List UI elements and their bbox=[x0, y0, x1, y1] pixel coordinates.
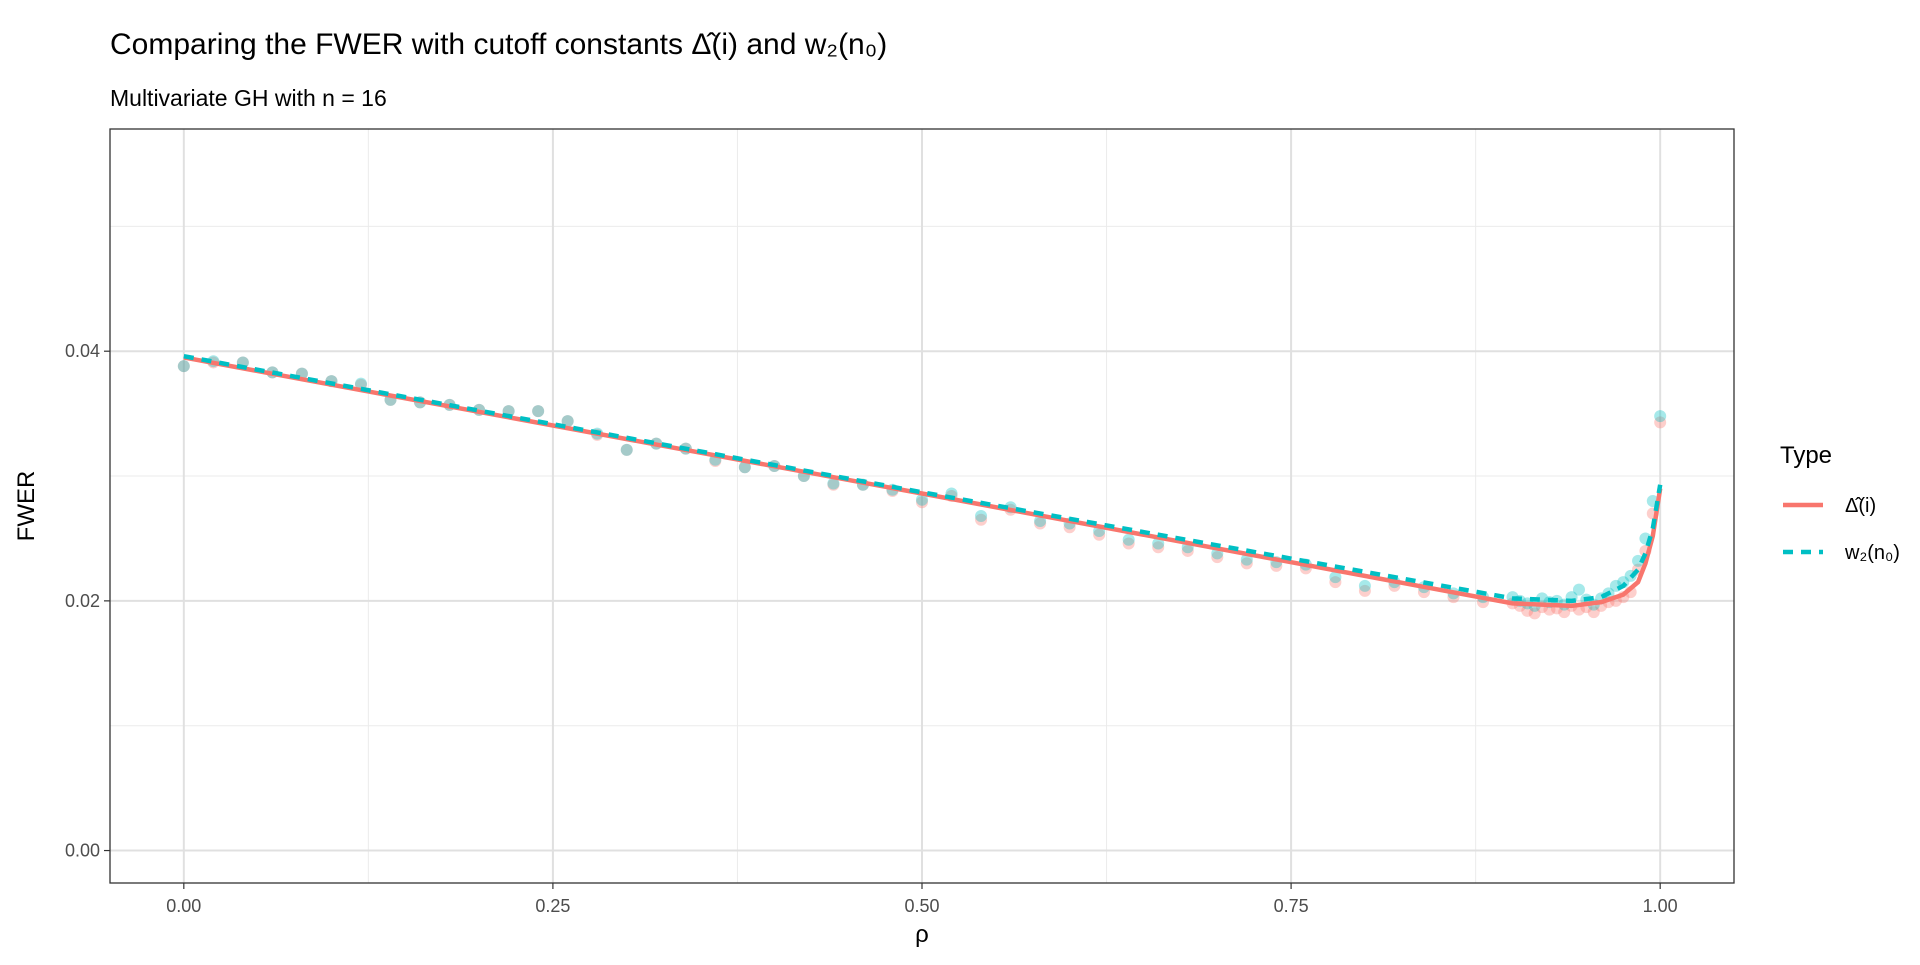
point bbox=[827, 477, 840, 490]
point bbox=[1270, 559, 1283, 572]
y-tick-label: 0.02 bbox=[65, 591, 100, 611]
legend-title: Type bbox=[1780, 442, 1832, 469]
point bbox=[620, 443, 633, 456]
point bbox=[1358, 579, 1371, 592]
point bbox=[1211, 551, 1224, 564]
point bbox=[1329, 571, 1342, 584]
point bbox=[827, 478, 840, 491]
point bbox=[532, 405, 545, 418]
x-tick-label: 1.00 bbox=[1643, 896, 1678, 916]
point bbox=[1358, 584, 1371, 597]
point bbox=[1240, 557, 1253, 570]
point bbox=[975, 513, 988, 526]
point bbox=[1521, 604, 1534, 617]
fit-line bbox=[183, 355, 1663, 609]
point bbox=[1122, 537, 1135, 550]
point bbox=[1329, 576, 1342, 589]
chart-title: Comparing the FWER with cutoff constants… bbox=[110, 28, 887, 61]
point bbox=[561, 415, 574, 428]
legend-label: Δ̂(i) bbox=[1845, 495, 1876, 517]
point bbox=[1152, 537, 1165, 550]
point bbox=[1654, 410, 1667, 423]
point bbox=[1063, 521, 1076, 534]
point bbox=[177, 360, 190, 373]
chart-subtitle: Multivariate GH with n = 16 bbox=[110, 85, 387, 111]
point bbox=[1122, 533, 1135, 546]
point bbox=[975, 509, 988, 522]
point bbox=[1034, 517, 1047, 530]
point bbox=[916, 496, 928, 509]
point bbox=[916, 493, 928, 506]
point bbox=[1587, 606, 1600, 619]
y-tick-label: 0.04 bbox=[65, 341, 100, 361]
panel-border bbox=[109, 128, 1735, 884]
point bbox=[1181, 544, 1194, 557]
point bbox=[1558, 606, 1571, 619]
x-tick-label: 0.75 bbox=[1274, 896, 1309, 916]
point bbox=[1093, 528, 1106, 541]
x-tick-label: 0.25 bbox=[535, 896, 570, 916]
x-tick-label: 0.00 bbox=[166, 896, 201, 916]
x-axis-label: ρ bbox=[915, 921, 929, 948]
point bbox=[1528, 607, 1541, 620]
point bbox=[354, 377, 367, 390]
point bbox=[177, 360, 190, 373]
point bbox=[532, 405, 545, 418]
point bbox=[1572, 583, 1585, 596]
point bbox=[1152, 541, 1165, 554]
point bbox=[738, 461, 751, 474]
x-tick-label: 0.50 bbox=[904, 896, 939, 916]
point bbox=[561, 415, 574, 428]
point bbox=[620, 443, 633, 456]
fit-line bbox=[183, 353, 1663, 604]
legend-label: w₂(n₀) bbox=[1844, 542, 1900, 564]
point bbox=[1654, 416, 1667, 429]
point bbox=[738, 461, 751, 474]
y-axis-label: FWER bbox=[13, 471, 40, 542]
y-tick-label: 0.00 bbox=[65, 841, 100, 861]
